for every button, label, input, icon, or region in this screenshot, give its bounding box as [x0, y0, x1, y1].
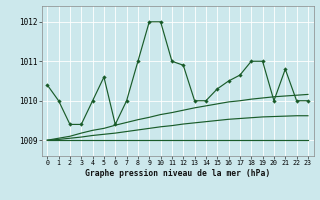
- X-axis label: Graphe pression niveau de la mer (hPa): Graphe pression niveau de la mer (hPa): [85, 169, 270, 178]
